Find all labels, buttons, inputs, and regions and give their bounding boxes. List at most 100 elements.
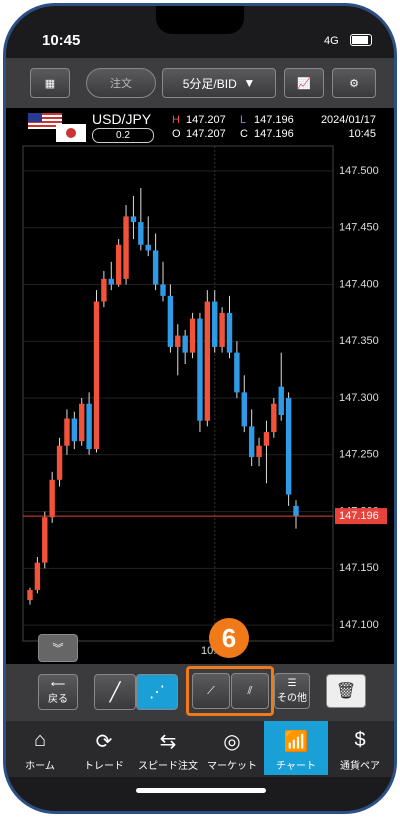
nav-item[interactable]: $ 通貨ペア (328, 721, 392, 775)
candle-body (256, 445, 262, 458)
indicator-button[interactable]: 📈 (284, 68, 324, 98)
nav-item[interactable]: ◎ マーケット (200, 721, 264, 775)
candle-body (160, 284, 166, 296)
current-price-label: 147.196 (339, 510, 379, 522)
back-button[interactable]: ⟵ 戻る (38, 674, 78, 710)
nav-icon: ⟳ (95, 731, 113, 753)
menu-button[interactable]: ▦ (30, 68, 70, 98)
delete-button[interactable]: 🗑 (326, 674, 366, 708)
nav-icon: ⌂ (33, 729, 47, 751)
collapse-button[interactable]: ︾ (38, 634, 78, 662)
y-tick-label: 147.250 (339, 449, 379, 461)
step-badge: 6 (209, 618, 249, 658)
nav-item[interactable]: ⌂ ホーム (8, 721, 72, 775)
nav-icon: 📶 (283, 731, 309, 753)
y-tick-label: 147.450 (339, 222, 379, 234)
candle-body (234, 352, 240, 393)
candle-body (34, 562, 41, 590)
open: 147.207 (186, 128, 226, 140)
close: 147.196 (254, 128, 294, 140)
status-time: 10:45 (42, 32, 81, 49)
y-tick-label: 147.150 (339, 562, 379, 574)
nav-label: チャート (276, 761, 316, 772)
other-button[interactable]: ☰ その他 (274, 673, 310, 709)
candle-body (175, 335, 181, 347)
nav-icon: $ (354, 729, 366, 751)
plot-frame (22, 145, 334, 642)
candle-body (263, 432, 270, 446)
nav-label: スピード注文 (138, 761, 198, 772)
nav-icon: ◎ (223, 731, 241, 753)
spread: 0.2 (92, 128, 154, 143)
y-tick-label: 147.500 (339, 165, 379, 177)
timeframe-select[interactable]: 5分足/BID ▼ (162, 68, 276, 98)
nav-label: マーケット (207, 761, 257, 772)
us-flag (28, 113, 62, 129)
other-label: その他 (277, 693, 307, 704)
candle-body (226, 312, 233, 353)
candle-body (189, 318, 196, 353)
candle-body (285, 398, 292, 495)
candle-body (152, 250, 159, 285)
nav-item[interactable]: ⇆ スピード注文 (136, 721, 200, 775)
candle-body (108, 278, 114, 285)
candle-body (49, 479, 55, 518)
trend-tool[interactable]: ⟋ (192, 673, 230, 709)
high-label: H (172, 114, 180, 126)
nav-item[interactable]: 📶 チャート (264, 721, 328, 775)
candle-body (167, 295, 174, 347)
y-tick-label: 147.350 (339, 335, 379, 347)
candle-body (271, 403, 277, 433)
line-tool[interactable]: ╱ (94, 674, 136, 710)
home-indicator (136, 788, 266, 793)
battery (350, 34, 372, 46)
open-label: O (172, 128, 181, 140)
nav-label: 通貨ペア (340, 761, 380, 772)
candle-body (241, 392, 247, 427)
back-label: 戻る (48, 694, 68, 705)
pair: USD/JPY (92, 111, 152, 127)
nav-bar (6, 721, 394, 777)
candle-body (56, 445, 63, 480)
candle-body (293, 505, 299, 517)
high: 147.207 (186, 114, 226, 126)
quote-bar: USD/JPY 0.2 H 147.207 L 147.196 O 147.20… (6, 108, 394, 144)
current-price-box (335, 508, 387, 525)
candle-body (278, 386, 284, 416)
candle-body (86, 403, 92, 450)
candle-body (182, 335, 188, 353)
candle-body (138, 222, 144, 245)
timeframe: 5分足/BID (182, 76, 237, 91)
low: 147.196 (254, 114, 294, 126)
nav-item[interactable]: ⟳ トレード (72, 721, 136, 775)
candle-body (248, 426, 255, 458)
order-button[interactable]: 注文 (86, 68, 156, 98)
nav-icon: ⇆ (159, 731, 177, 753)
candle-body (219, 312, 225, 347)
candle-body (130, 216, 137, 223)
y-tick-label: 147.400 (339, 278, 379, 290)
candle-body (204, 301, 211, 421)
candle-body (93, 301, 100, 450)
settings-button[interactable]: ⚙ (332, 68, 376, 98)
chart: 147.500 147.450 147.400 147.350 147.300 147.2… (6, 144, 394, 664)
y-tick-label: 147.100 (339, 619, 379, 631)
close-label: C (240, 128, 248, 140)
candle-body (42, 517, 48, 563)
nav-label: トレード (84, 761, 124, 772)
candle-body (123, 216, 129, 279)
candle-body (79, 403, 85, 442)
highlight (186, 666, 274, 716)
candle-body (64, 418, 70, 446)
candle-body (197, 318, 203, 421)
nav-label: ホーム (25, 761, 55, 772)
dash-line-tool[interactable]: ⋰ (136, 674, 178, 710)
channel-tool[interactable]: ⫽ (231, 673, 269, 709)
phone: 10:45 4G ▦ 注文 5分足/BID ▼ 📈 ⚙ USD/JPY 0.2 … (3, 3, 397, 814)
candle-body (115, 244, 122, 285)
candle-body (212, 301, 218, 347)
time: 10:45 (348, 128, 376, 140)
notch (156, 6, 244, 34)
candle-body (145, 244, 151, 251)
